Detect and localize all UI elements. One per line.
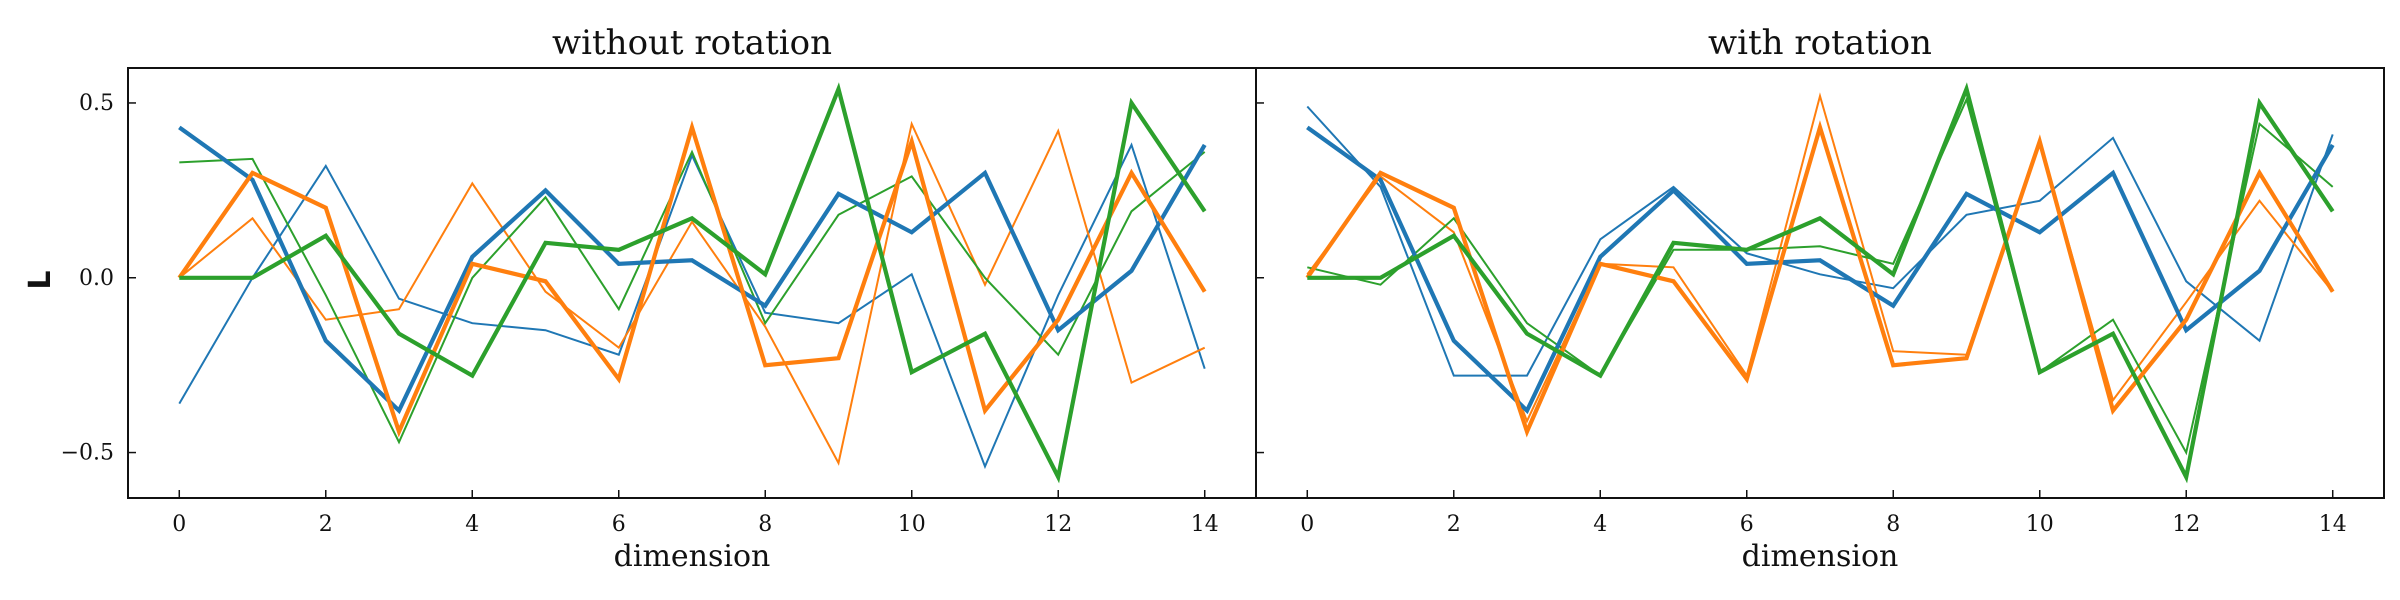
- series-line-green-thick: [1307, 82, 2335, 484]
- x-tick-label: 14: [1191, 512, 1219, 537]
- y-tick-label: −0.5: [61, 441, 114, 466]
- x-tick-label: 0: [1300, 512, 1314, 537]
- series-line-green-thin: [1307, 96, 2334, 456]
- panel-title: with rotation: [1708, 23, 1932, 63]
- x-tick-label: 10: [2026, 512, 2054, 537]
- panel-2: 0 2 4 6 8 10 12 14 with rotation dimension: [1255, 23, 2385, 574]
- series-line-orange-thick: [177, 120, 1207, 438]
- y-tick-label: 0.5: [79, 91, 114, 116]
- series-line-blue-thick: [1306, 125, 2335, 415]
- x-axis-label: dimension: [614, 539, 771, 574]
- x-tick-label: 8: [758, 512, 772, 537]
- x-tick-label: 2: [319, 512, 333, 537]
- series-line-green-thick: [179, 82, 1207, 484]
- series-line-blue-thick: [178, 125, 1207, 415]
- x-axis-label: dimension: [1742, 539, 1899, 574]
- plot-frame: [1255, 67, 2385, 499]
- x-tick-label: 4: [1593, 512, 1607, 537]
- y-tick-label: 0.0: [79, 266, 114, 291]
- x-tick-label: 14: [2319, 512, 2347, 537]
- panels: 0 2 4 6 8 10 12 14 0.5 0.0 −0.5 without rotation dim…: [61, 23, 2385, 574]
- series-line-blue-thin: [178, 142, 1206, 470]
- series-line-blue-thin: [1306, 105, 2334, 377]
- x-tick-label: 0: [172, 512, 186, 537]
- panel-1: 0 2 4 6 8 10 12 14 0.5 0.0 −0.5 without rotation dim…: [61, 23, 1257, 574]
- series-line-orange-thick: [1305, 120, 2335, 438]
- x-tick-label: 6: [612, 512, 626, 537]
- series-line-green-thin: [179, 149, 1206, 445]
- x-tick-label: 12: [2172, 512, 2200, 537]
- x-tick-label: 10: [898, 512, 926, 537]
- series-line-orange-thin: [1306, 92, 2334, 424]
- x-tick-label: 12: [1044, 512, 1072, 537]
- x-tick-label: 6: [1740, 512, 1754, 537]
- y-axis-label: L: [23, 270, 58, 289]
- x-tick-label: 4: [465, 512, 479, 537]
- panel-title: without rotation: [552, 23, 832, 63]
- x-tick-label: 2: [1447, 512, 1461, 537]
- series-line-orange-thin: [178, 120, 1206, 466]
- x-tick-label: 8: [1886, 512, 1900, 537]
